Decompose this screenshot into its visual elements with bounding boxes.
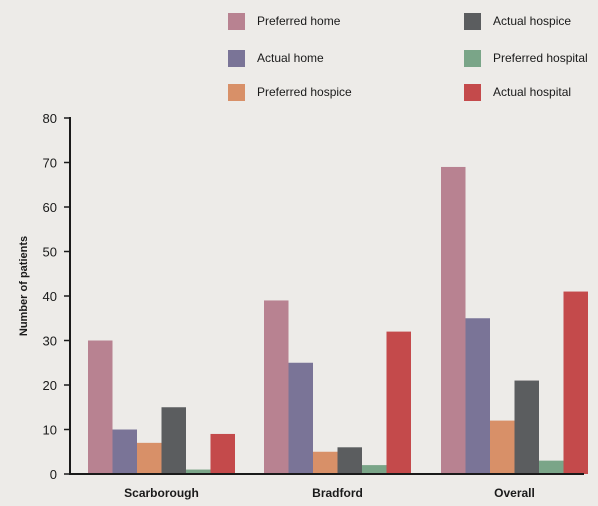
bar-preferred-hospice-bradford	[313, 451, 338, 474]
bar-actual-home-overall	[465, 318, 490, 474]
y-tick-label: 20	[43, 378, 57, 393]
bar-actual-hospice-bradford	[337, 447, 362, 474]
bar-preferred-hospice-scarborough	[137, 442, 162, 474]
x-axis-categories: Scarborough Bradford Overall	[124, 486, 535, 500]
bar-preferred-hospital-overall	[539, 460, 564, 474]
bar-actual-hospital-overall	[563, 291, 588, 474]
y-tick-label: 80	[43, 111, 57, 126]
y-axis-ticks: 0 10 20 30 40 50 60 70 80	[43, 111, 70, 482]
legend-swatch-preferred-hospice	[228, 84, 245, 101]
y-tick-label: 0	[50, 467, 57, 482]
bar-actual-hospital-bradford	[386, 331, 411, 474]
y-tick-label: 30	[43, 334, 57, 349]
bars	[88, 166, 588, 474]
bar-preferred-home-overall	[441, 166, 466, 474]
bar-actual-home-scarborough	[112, 429, 137, 474]
bar-preferred-hospice-overall	[490, 420, 515, 474]
legend-label-actual-hospice: Actual hospice	[493, 14, 571, 28]
legend-swatch-preferred-hospital	[464, 50, 481, 67]
y-tick-label: 10	[43, 423, 57, 438]
legend: Preferred home Actual home Preferred hospi…	[228, 13, 588, 101]
y-tick-label: 70	[43, 156, 57, 171]
legend-swatch-preferred-home	[228, 13, 245, 30]
bar-preferred-home-bradford	[264, 300, 289, 474]
y-tick-label: 40	[43, 289, 57, 304]
bar-preferred-hospital-bradford	[362, 465, 387, 474]
bar-actual-hospice-overall	[514, 380, 539, 474]
legend-swatch-actual-hospital	[464, 84, 481, 101]
bar-actual-home-bradford	[288, 362, 313, 474]
bar-actual-hospital-scarborough	[210, 433, 235, 474]
legend-label-preferred-hospice: Preferred hospice	[257, 85, 352, 99]
bar-preferred-home-scarborough	[88, 340, 113, 474]
category-label-bradford: Bradford	[312, 486, 363, 500]
y-tick-label: 50	[43, 245, 57, 260]
category-label-overall: Overall	[494, 486, 535, 500]
bar-actual-hospice-scarborough	[161, 407, 186, 474]
legend-label-preferred-hospital: Preferred hospital	[493, 51, 588, 65]
legend-label-actual-home: Actual home	[257, 51, 324, 65]
bar-preferred-hospital-scarborough	[186, 469, 211, 474]
y-axis-title: Number of patients	[18, 236, 30, 336]
legend-swatch-actual-hospice	[464, 13, 481, 30]
legend-swatch-actual-home	[228, 50, 245, 67]
category-label-scarborough: Scarborough	[124, 486, 199, 500]
y-tick-label: 60	[43, 200, 57, 215]
legend-label-actual-hospital: Actual hospital	[493, 85, 571, 99]
legend-label-preferred-home: Preferred home	[257, 14, 341, 28]
